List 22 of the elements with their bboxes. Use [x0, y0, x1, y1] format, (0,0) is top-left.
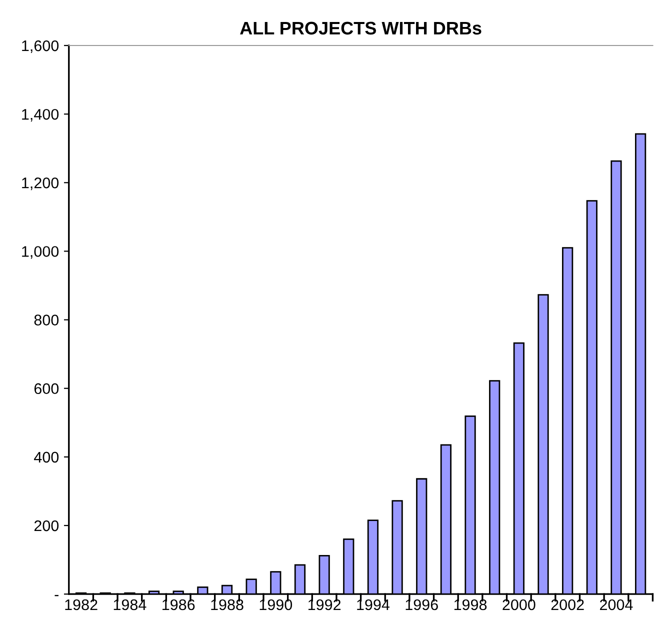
y-tick-label: 200 — [34, 520, 59, 532]
x-tick-label: 2002 — [551, 599, 584, 610]
y-tick-label: - — [54, 594, 58, 596]
y-tick-label: 800 — [34, 314, 59, 326]
y-tick-label: 1,400 — [22, 108, 59, 122]
x-tick-label: 1996 — [406, 599, 438, 610]
x-tick-label: 1988 — [211, 599, 244, 610]
y-tick-label: 1,000 — [22, 246, 59, 259]
y-tick-label: 400 — [34, 452, 59, 463]
x-tick-label: 1984 — [114, 599, 146, 610]
x-tick-label: 1986 — [162, 599, 195, 610]
x-tick-label: 1994 — [357, 599, 390, 610]
x-tick-label: 1990 — [260, 599, 292, 610]
x-tick-label: 1992 — [308, 599, 341, 610]
chart-title: ALL PROJECTS WITH DRBs — [240, 22, 482, 35]
x-tick-label: 1982 — [65, 599, 98, 610]
y-tick-label: 1,600 — [22, 40, 59, 53]
y-tick-label: 600 — [34, 383, 59, 394]
x-tick-label: 2004 — [600, 599, 633, 610]
x-tick-label: 1998 — [454, 599, 487, 610]
y-tick-label: 1,200 — [22, 178, 59, 190]
x-tick-label: 2000 — [502, 599, 536, 610]
